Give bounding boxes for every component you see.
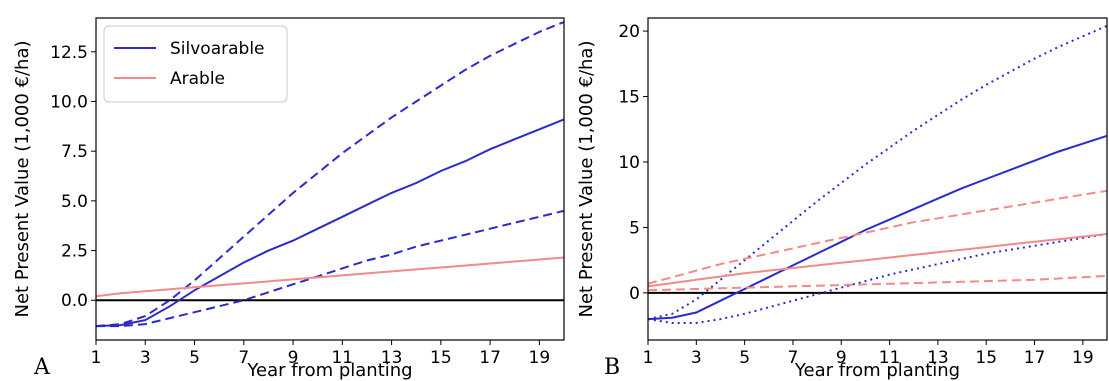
x-tick-label: 13 <box>381 348 403 368</box>
series-silvoarable-solid-0 <box>96 118 564 328</box>
panel-letter: B <box>604 355 620 380</box>
x-tick-label: 13 <box>927 348 949 368</box>
x-tick-label: 9 <box>836 348 847 368</box>
y-tick-label: 20 <box>618 22 640 42</box>
x-tick-label: 5 <box>189 348 200 368</box>
y-tick-label: 2.5 <box>61 242 88 262</box>
series-arable-dashed-5 <box>648 274 1107 292</box>
x-tick-label: 1 <box>91 348 102 368</box>
y-tick-label: 0 <box>629 284 640 304</box>
x-tick-label: 15 <box>975 348 997 368</box>
x-tick-label: 7 <box>238 348 249 368</box>
series-arable-solid-3 <box>96 256 564 298</box>
x-axis-title: Year from planting <box>794 360 960 381</box>
x-tick-label: 15 <box>430 348 452 368</box>
y-tick-label: 5.0 <box>61 192 88 212</box>
x-tick-label: 5 <box>739 348 750 368</box>
legend-label: Arable <box>170 69 225 89</box>
x-tick-label: 1 <box>643 348 654 368</box>
legend-label: Silvoarable <box>170 39 265 59</box>
axes-frame <box>95 17 565 341</box>
series-silvoarable-solid-0 <box>648 134 1107 321</box>
axes-frame <box>647 17 1108 341</box>
y-tick-label: 15 <box>618 88 640 108</box>
x-tick-label: 9 <box>288 348 299 368</box>
y-tick-label: 10 <box>618 153 640 173</box>
series-silvoarable-dashed-2 <box>96 209 564 328</box>
y-axis-title: Net Present Value (1,000 €/ha) <box>12 41 33 318</box>
y-tick-label: 7.5 <box>61 142 88 162</box>
series-silvoarable-dotted-2 <box>648 233 1107 324</box>
panel-a: 1 3 5 7 9 11 13 15 17 190.02.55.07.510.012.5Year … <box>12 17 565 381</box>
x-tick-label: 19 <box>1072 348 1094 368</box>
legend: Silvoarable Arable <box>103 25 288 103</box>
x-tick-label: 17 <box>479 348 501 368</box>
y-axis-title: Net Present Value (1,000 €/ha) <box>576 41 597 318</box>
x-axis-title: Year from planting <box>246 360 412 381</box>
x-tick-label: 3 <box>691 348 702 368</box>
legend-box <box>103 25 288 103</box>
panel-letter: A <box>33 355 51 380</box>
x-tick-label: 17 <box>1024 348 1046 368</box>
y-tick-label: 0.0 <box>61 291 88 311</box>
series-arable-dashed-4 <box>648 189 1107 285</box>
series-arable-solid-3 <box>648 233 1107 288</box>
y-tick-label: 5 <box>629 218 640 238</box>
series-silvoarable-dotted-1 <box>648 24 1107 321</box>
x-tick-label: 7 <box>788 348 799 368</box>
x-tick-label: 19 <box>529 348 551 368</box>
series-silvoarable-dashed-1 <box>96 21 564 328</box>
x-tick-label: 11 <box>331 348 353 368</box>
x-tick-label: 11 <box>879 348 901 368</box>
y-tick-label: 12.5 <box>50 43 88 63</box>
x-tick-label: 3 <box>140 348 151 368</box>
y-tick-label: 10.0 <box>50 92 88 112</box>
